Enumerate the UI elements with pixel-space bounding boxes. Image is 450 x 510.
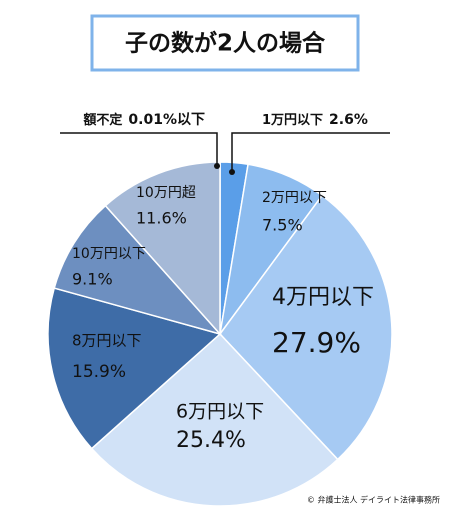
pie-slice [47, 287, 222, 450]
category-label: 10万円以下 [72, 246, 146, 262]
leader-dot [214, 163, 220, 169]
category-label: 4万円以下 [272, 285, 374, 310]
value-label: 15.9% [72, 362, 126, 382]
leader-dot [229, 169, 235, 175]
category-label: 10万円超 [136, 185, 196, 201]
slice-label: 額不定 0.01%以下 [82, 112, 205, 129]
value-label: 0.01%以下 [128, 112, 205, 128]
slice-label: 1万円以下 2.6% [262, 112, 368, 128]
category-label: 2万円以下 [262, 190, 327, 206]
copyright: © 弁護士法人 デイライト法律事務所 [307, 495, 440, 505]
pie-slice [219, 194, 393, 461]
category-label: 6万円以下 [176, 401, 264, 423]
value-label: 2.6% [329, 112, 368, 128]
leader-line [231, 132, 390, 172]
pie-slice [53, 204, 223, 336]
value-label: 27.9% [272, 326, 361, 359]
pie [47, 161, 393, 507]
category-label: 額不定 [82, 112, 122, 128]
leader-line [60, 132, 218, 166]
title-box [90, 14, 360, 72]
chart-title: 子の数が2人の場合 [125, 30, 326, 57]
value-label: 9.1% [72, 270, 113, 289]
value-label: 25.4% [176, 428, 246, 453]
pie-slice [104, 161, 221, 336]
category-label: 8万円以下 [72, 332, 142, 350]
value-label: 7.5% [262, 216, 303, 235]
pie-slice [90, 332, 339, 507]
category-label: 1万円以下 [262, 113, 323, 128]
value-label: 11.6% [136, 209, 187, 228]
